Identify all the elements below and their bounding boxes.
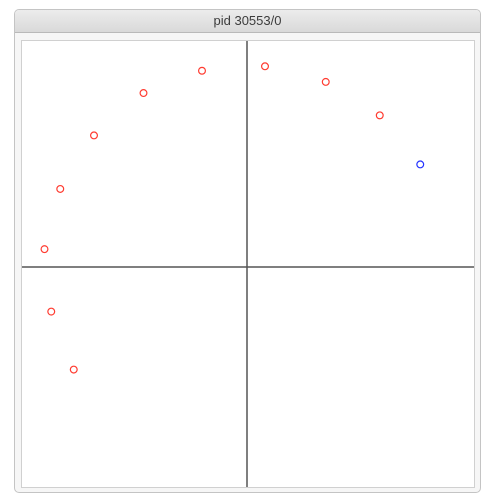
scatter-plot: [22, 41, 474, 487]
plot-canvas[interactable]: [21, 40, 475, 488]
app-window: pid 30553/0: [14, 9, 481, 493]
data-point: [56, 184, 65, 193]
data-point: [375, 111, 384, 120]
data-point: [139, 89, 148, 98]
data-point: [89, 131, 98, 140]
data-point: [321, 77, 330, 86]
data-point: [261, 62, 270, 71]
data-point: [198, 66, 207, 75]
data-point: [69, 365, 78, 374]
data-point: [47, 307, 56, 316]
highlighted-point: [416, 160, 425, 169]
window-title: pid 30553/0: [15, 10, 480, 33]
points-group: [40, 62, 425, 374]
data-point: [40, 245, 49, 254]
